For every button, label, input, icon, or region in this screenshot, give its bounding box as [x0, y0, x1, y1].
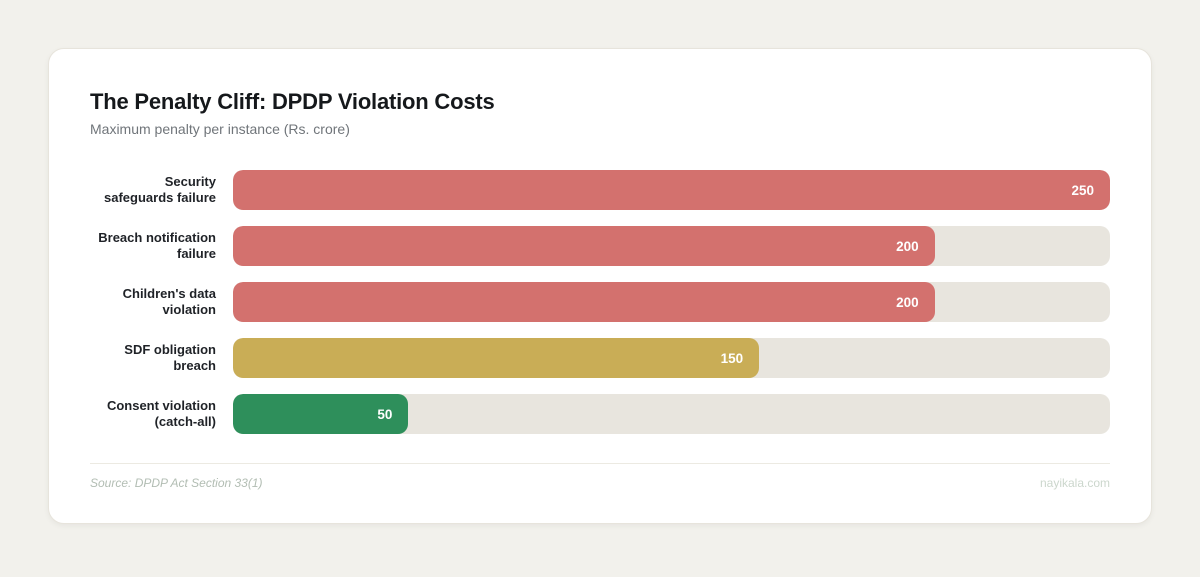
category-label: Breach notification failure [98, 230, 216, 261]
bar-value-label: 200 [896, 294, 919, 310]
footer-divider [90, 463, 1110, 464]
footer: Source: DPDP Act Section 33(1) nayikala.… [90, 476, 1110, 490]
chart-card: The Penalty Cliff: DPDP Violation Costs … [48, 48, 1152, 524]
bar-fill: 150 [233, 338, 760, 378]
bar-fill: 200 [233, 226, 935, 266]
watermark-link: nayikala.com [1039, 476, 1110, 490]
bar-track: 200 [233, 226, 1110, 266]
bar-track: 200 [233, 282, 1110, 322]
chart-subtitle: Maximum penalty per instance (Rs. crore) [90, 121, 350, 137]
bar-track: 150 [233, 338, 1110, 378]
bar-value-label: 50 [377, 406, 393, 422]
bar-chart: Security safeguards failure 250 Breach n… [90, 170, 1110, 434]
chart-title: The Penalty Cliff: DPDP Violation Costs [90, 89, 495, 114]
bar-value-label: 150 [720, 350, 744, 366]
category-label: Security safeguards failure [104, 174, 216, 205]
bar-fill: 250 [233, 170, 1110, 210]
bar-value-label: 250 [1071, 182, 1094, 198]
bar-row-consent-violation: Consent violation (catch-all) 50 [90, 394, 1110, 434]
bar-track: 250 [233, 170, 1110, 210]
category-label: Children's data violation [122, 286, 216, 317]
bar-row-childrens-data: Children's data violation 200 [90, 282, 1110, 322]
bar-value-label: 200 [896, 238, 919, 254]
bar-row-sdf-obligation: SDF obligation breach 150 [90, 338, 1110, 378]
category-label: Consent violation (catch-all) [106, 398, 216, 429]
bar-fill: 200 [233, 282, 935, 322]
bar-track: 50 [233, 394, 1110, 434]
bar-row-breach-notification: Breach notification failure 200 [90, 226, 1110, 266]
bar-fill: 50 [233, 394, 409, 434]
category-label: SDF obligation breach [124, 342, 216, 373]
source-note: Source: DPDP Act Section 33(1) [90, 476, 263, 490]
bar-row-security-safeguards: Security safeguards failure 250 [90, 170, 1110, 210]
